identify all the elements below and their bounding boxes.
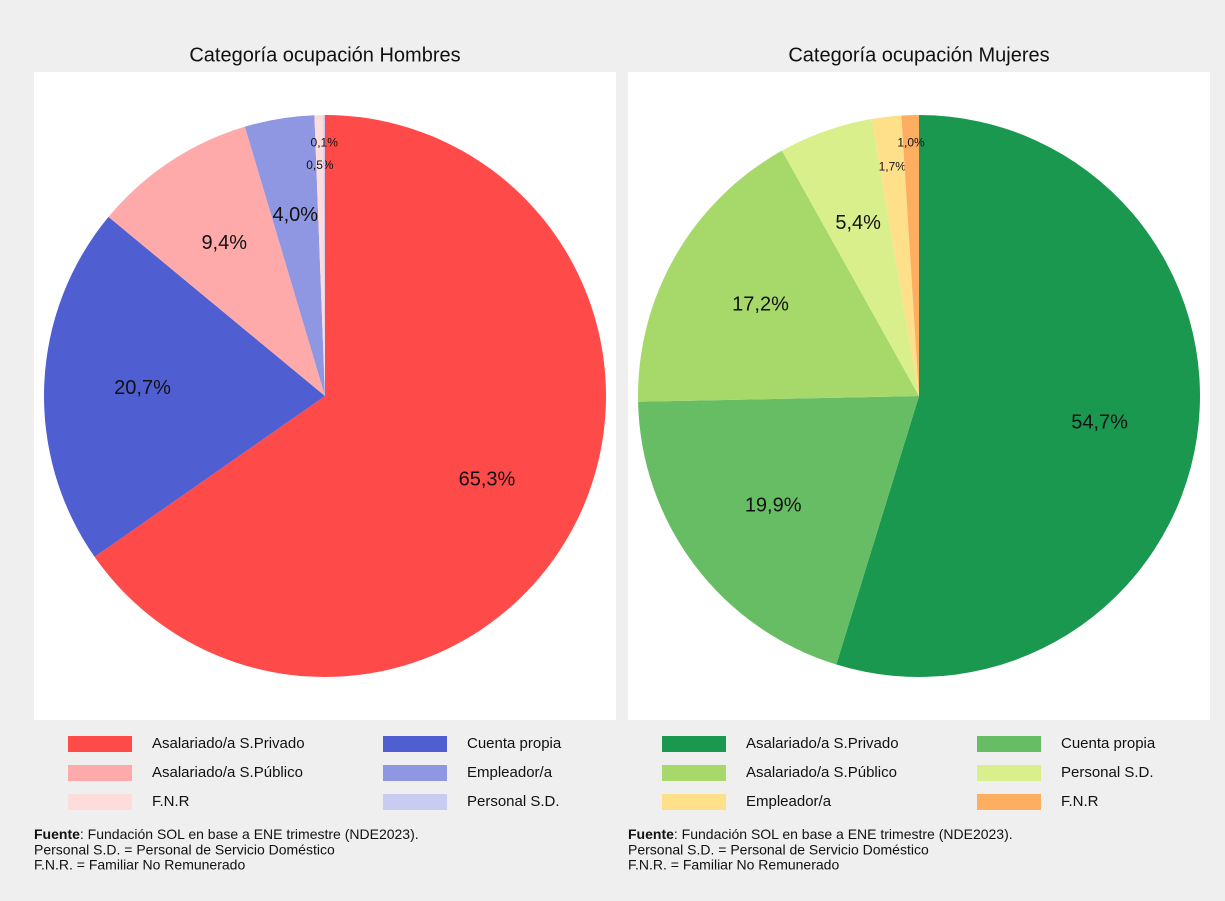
- data-label: 0,5%: [306, 158, 334, 172]
- footnote: Personal S.D. = Personal de Servicio Dom…: [34, 842, 335, 858]
- legend-label: Cuenta propia: [1061, 735, 1156, 752]
- footnote: F.N.R. = Familiar No Remunerado: [628, 857, 839, 873]
- pie-slice: [108, 126, 325, 396]
- legend-swatch: [68, 794, 132, 810]
- legend-swatch: [383, 765, 447, 781]
- pie-slice: [638, 150, 919, 402]
- legend-swatch: [662, 736, 726, 752]
- legend-label: Asalariado/a S.Privado: [746, 735, 899, 752]
- legend-label: Asalariado/a S.Privado: [152, 735, 305, 752]
- pie-slice: [638, 396, 919, 665]
- legend-label: F.N.R: [1061, 793, 1099, 810]
- chart-title: Categoría ocupación Hombres: [189, 44, 460, 66]
- legend-label: Asalariado/a S.Público: [152, 764, 303, 781]
- legend-label: Personal S.D.: [1061, 764, 1154, 781]
- data-label: 65,3%: [459, 469, 516, 491]
- pie-slice: [43, 216, 325, 557]
- data-label: 4,0%: [272, 204, 318, 226]
- legend-swatch: [977, 765, 1041, 781]
- data-label: 54,7%: [1071, 411, 1128, 433]
- footnote: Personal S.D. = Personal de Servicio Dom…: [628, 842, 929, 858]
- legend-swatch: [383, 736, 447, 752]
- data-label: 1,0%: [897, 135, 925, 149]
- source-note: Fuente: Fundación SOL en base a ENE trim…: [628, 826, 1013, 842]
- data-label: 9,4%: [201, 232, 247, 254]
- data-label: 0,1%: [311, 135, 339, 149]
- legend-label: Personal S.D.: [467, 793, 560, 810]
- chart-title: Categoría ocupación Mujeres: [788, 44, 1049, 66]
- pie-slice: [781, 119, 919, 396]
- legend-label: Asalariado/a S.Público: [746, 764, 897, 781]
- legend-swatch: [383, 794, 447, 810]
- footnote: F.N.R. = Familiar No Remunerado: [34, 857, 245, 873]
- source-label: Fuente: [34, 826, 80, 842]
- pie-slice: [871, 115, 919, 396]
- source-text: : Fundación SOL en base a ENE trimestre …: [674, 826, 1013, 842]
- legend-swatch: [68, 765, 132, 781]
- source-note: Fuente: Fundación SOL en base a ENE trim…: [34, 826, 419, 842]
- legend-label: Cuenta propia: [467, 735, 562, 752]
- pie-slice: [901, 115, 919, 396]
- legend-swatch: [662, 765, 726, 781]
- pie-slice: [323, 115, 325, 396]
- legend-label: F.N.R: [152, 793, 190, 810]
- pie-slice: [836, 115, 1200, 677]
- data-label: 1,7%: [879, 159, 907, 173]
- data-label: 17,2%: [732, 293, 789, 315]
- pie-slice: [314, 115, 325, 396]
- data-label: 20,7%: [114, 377, 171, 399]
- legend-label: Empleador/a: [746, 793, 832, 810]
- legend-swatch: [977, 736, 1041, 752]
- source-text: : Fundación SOL en base a ENE trimestre …: [80, 826, 419, 842]
- data-label: 19,9%: [745, 494, 802, 516]
- source-label: Fuente: [628, 826, 674, 842]
- data-label: 5,4%: [835, 212, 881, 234]
- pie-slice: [94, 115, 606, 677]
- legend-swatch: [68, 736, 132, 752]
- legend-label: Empleador/a: [467, 764, 553, 781]
- pie-slice: [244, 115, 325, 397]
- legend-swatch: [662, 794, 726, 810]
- legend-swatch: [977, 794, 1041, 810]
